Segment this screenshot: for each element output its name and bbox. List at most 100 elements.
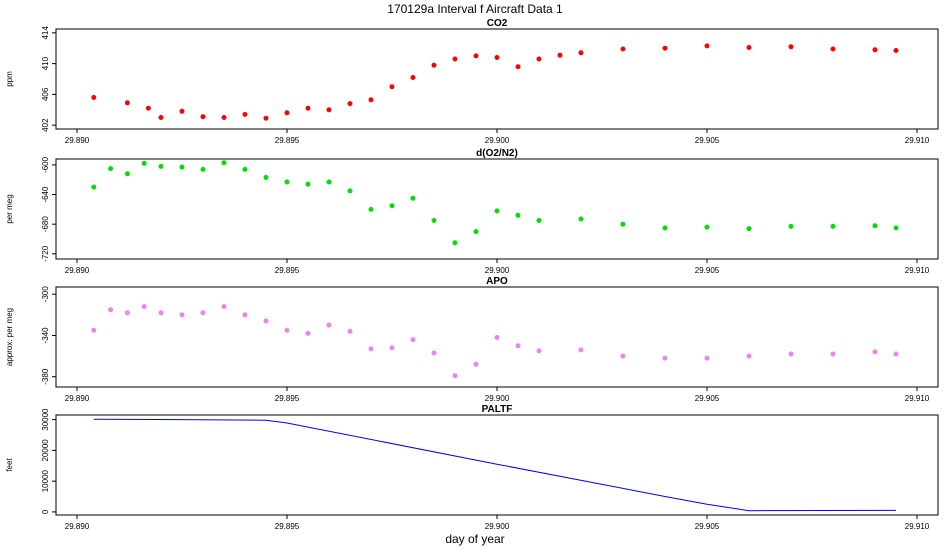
data-point [200,114,206,120]
chart-panels: CO2 ppm 29.890 29.895 29.900 29.905 29.910 402 4… [5,18,939,531]
data-point [410,75,416,81]
data-point [746,353,752,359]
data-point [872,47,878,53]
data-point [557,52,563,58]
y-tick-label: 414 [41,26,50,40]
data-point [305,105,311,111]
x-tick-label: 29.900 [485,522,510,531]
x-tick-label: 29.900 [485,394,510,403]
panel-title: PALTF [482,404,513,415]
data-point [389,84,395,90]
data-point [872,223,878,229]
data-point [368,346,374,352]
data-point [91,184,97,190]
data-point [788,351,794,357]
data-point [91,327,97,333]
data-point [473,361,479,367]
data-point [145,105,151,111]
y-tick-label: 0 [41,509,50,514]
data-point [368,206,374,212]
y-axis-label: ppm [5,71,14,87]
figure-title: 170129a Interval f Aircraft Data 1 [387,2,563,16]
plot-frame [55,414,939,516]
y-axis-label: per meg [5,194,14,223]
y-tick-label: -720 [41,245,50,262]
data-point [326,322,332,328]
x-tick-label: 29.890 [65,394,90,403]
data-point [221,304,227,310]
data-point [494,54,500,60]
y-axis-label: feet [5,458,14,472]
data-point [242,111,248,117]
data-point [893,225,899,231]
panel-title: APO [486,276,508,287]
data-point [389,345,395,351]
x-tick-label: 29.910 [905,522,930,531]
x-tick-label: 29.895 [275,266,300,275]
data-point [108,166,114,172]
y-tick-label: 406 [41,87,50,101]
x-tick-label: 29.895 [275,522,300,531]
data-point [494,334,500,340]
data-point [263,175,269,181]
panel-4: PALTF feet 29.890 29.895 29.900 29.905 29.910 0… [5,404,939,531]
data-point [662,45,668,51]
panel-1: CO2 ppm 29.890 29.895 29.900 29.905 29.910 402 4… [5,18,939,145]
data-point [179,312,185,318]
x-tick-label: 29.890 [65,136,90,145]
data-point [578,216,584,222]
data-point [326,179,332,185]
y-axis-label: approx. per meg [5,308,14,366]
data-point [788,223,794,229]
data-point [284,179,290,185]
data-point [431,62,437,68]
data-point [620,353,626,359]
data-point [242,312,248,318]
data-point [893,351,899,357]
series-line [93,418,897,512]
x-tick-label: 29.890 [65,266,90,275]
data-point [347,328,353,334]
series-marks [91,43,899,121]
data-point [662,225,668,231]
x-tick-label: 29.905 [695,394,720,403]
data-point [578,347,584,353]
data-point [515,64,521,70]
x-tick-label: 29.890 [65,522,90,531]
x-tick-label: 29.905 [695,522,720,531]
x-tick-label: 29.895 [275,136,300,145]
data-point [578,50,584,56]
data-point [536,56,542,62]
data-point [305,330,311,336]
y-tick-label: 20000 [41,439,50,462]
data-point [494,208,500,214]
data-point [872,349,878,355]
data-point [124,310,130,316]
x-tick-label: 29.900 [485,266,510,275]
y-tick-label: -680 [41,216,50,233]
data-point [410,195,416,201]
x-tick-label: 29.910 [905,266,930,275]
plot-frame [55,28,939,130]
data-point [368,97,374,103]
data-point [158,163,164,169]
data-point [893,47,899,53]
y-tick-label: 30000 [41,408,50,431]
data-point [662,355,668,361]
x-axis-label: day of year [445,532,504,546]
data-point [108,307,114,313]
x-tick-label: 29.900 [485,136,510,145]
x-tick-label: 29.905 [695,136,720,145]
panel-2: d(O2/N2) per meg 29.890 29.895 29.900 29.905 2… [5,148,939,275]
data-point [431,350,437,356]
data-point [284,327,290,333]
data-point [141,304,147,310]
y-tick-label: 402 [41,118,50,132]
data-point [620,46,626,52]
data-point [536,348,542,354]
data-point [221,160,227,166]
data-point [284,110,290,116]
data-point [473,229,479,235]
series-marks [91,304,899,379]
data-point [141,160,147,166]
